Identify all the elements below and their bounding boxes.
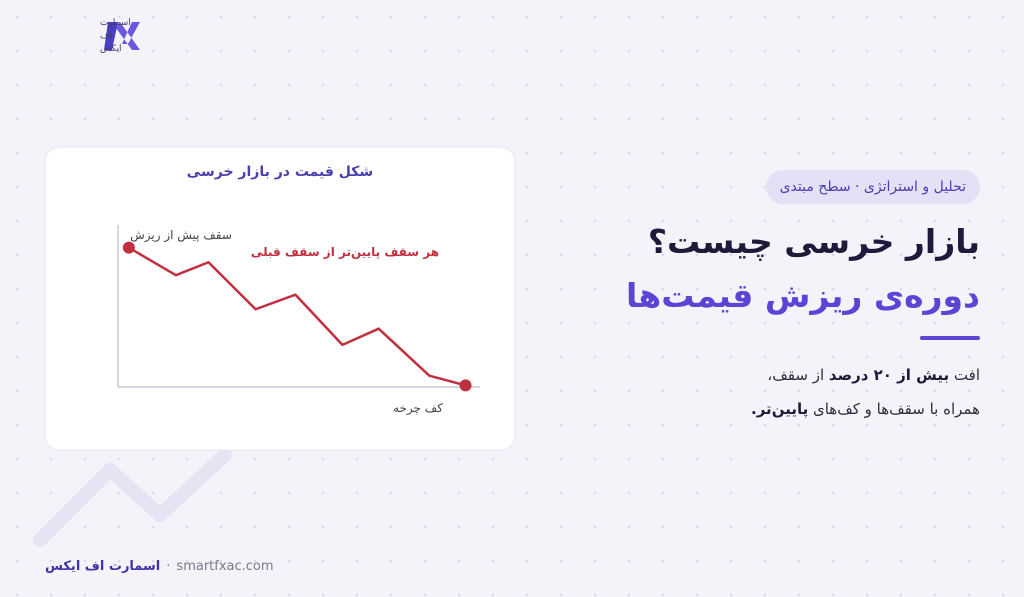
footer: اسمارت اف ایکس · smartfxac.com bbox=[45, 559, 274, 574]
subheadline: دوره‌ی ریزش قیمت‌ها bbox=[625, 276, 980, 315]
chart-title: شکل قیمت در بازار خرسی bbox=[187, 164, 373, 180]
text-bold: پایین‌تر. bbox=[751, 400, 809, 418]
body-line: همراه با سقف‌ها و کف‌های پایین‌تر. bbox=[751, 400, 980, 418]
body-line: افت بیش از ۲۰ درصد از سقف، bbox=[767, 366, 980, 384]
text: از سقف، bbox=[767, 366, 825, 384]
annotation: هر سقف پایین‌تر از سقف قبلی bbox=[251, 245, 439, 259]
annotation: کف چرخه bbox=[393, 401, 443, 416]
headline: بازار خرسی چیست؟ bbox=[647, 222, 980, 261]
logo-text: ایکس bbox=[100, 44, 121, 54]
logo-icon bbox=[116, 22, 140, 50]
text-bold: بیش از ۲۰ درصد bbox=[828, 366, 950, 384]
text: همراه با سقف‌ها و کف‌های bbox=[813, 400, 980, 418]
price-line bbox=[128, 246, 466, 387]
footer-brand: اسمارت اف ایکس bbox=[45, 559, 161, 574]
logo-text: اسمارت bbox=[100, 18, 131, 28]
accent-bar bbox=[920, 336, 980, 340]
point bbox=[459, 379, 472, 392]
annotation: سقف پیش از ریزش bbox=[130, 228, 232, 243]
point bbox=[122, 241, 135, 254]
logo-icon bbox=[104, 22, 118, 50]
logo-text: اف bbox=[100, 31, 112, 41]
decor-arrow bbox=[33, 448, 232, 547]
logo: اسمارت اف ایکس bbox=[100, 18, 140, 54]
badge: تحلیل و استراتژی · سطح مبتدی bbox=[765, 170, 980, 204]
footer-separator: · bbox=[166, 559, 171, 574]
chart-card bbox=[44, 146, 516, 451]
text: افت bbox=[953, 366, 980, 384]
footer-url: smartfxac.com bbox=[176, 559, 274, 574]
